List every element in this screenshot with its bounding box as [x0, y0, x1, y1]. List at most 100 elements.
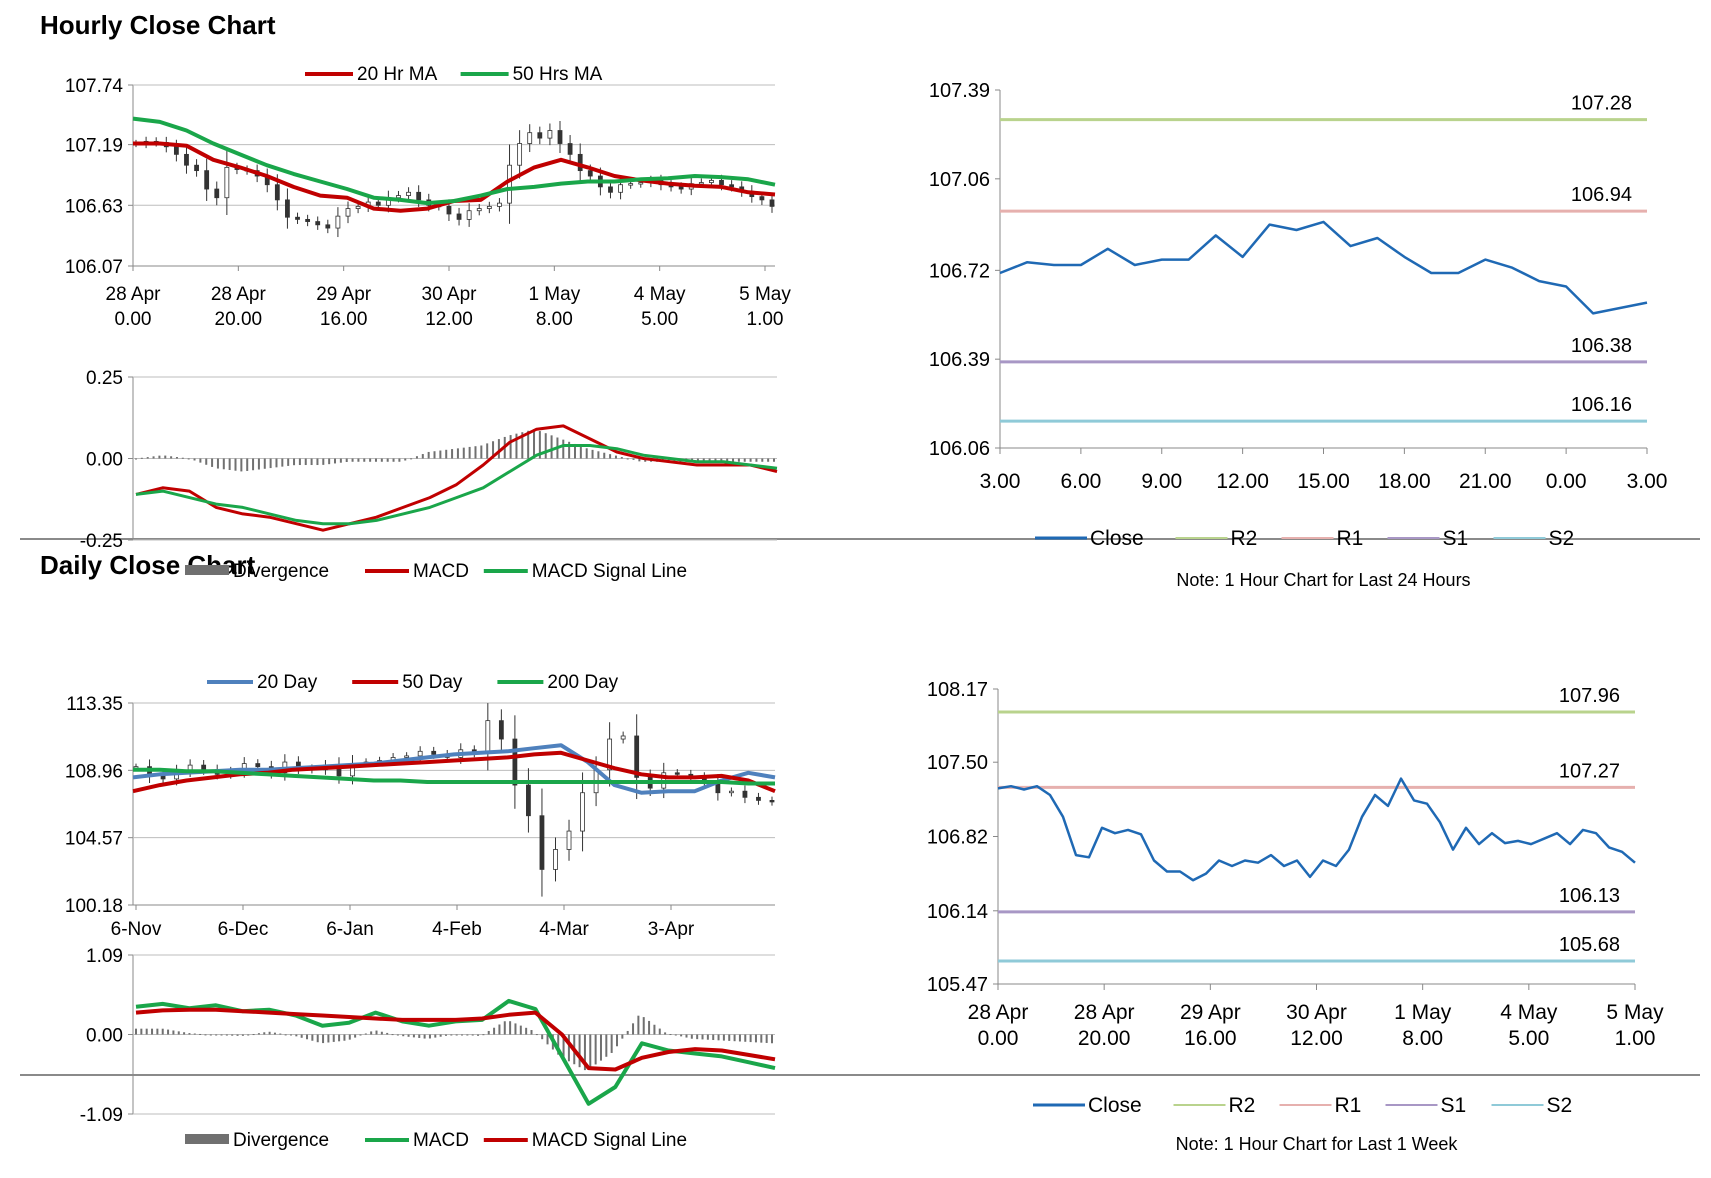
daily-price-ytick-label: 108.96	[65, 761, 123, 782]
hourly-macd-divergence-bar	[404, 458, 407, 461]
hourly-24h-note: Note: 1 Hour Chart for Last 24 Hours	[1176, 570, 1470, 590]
hourly-macd-divergence-bar	[456, 448, 459, 459]
hourly-price-ytick-label: 106.63	[65, 196, 123, 217]
hourly-24h-xtick-label: 3.00	[1627, 470, 1668, 493]
hourly-24h-xtick-label: 21.00	[1459, 470, 1512, 493]
hourly-price-candle-body	[335, 215, 341, 229]
hourly-24h-legend-label: Close	[1090, 527, 1144, 550]
daily-macd-divergence-bar	[412, 1034, 415, 1038]
hourly-24h-ytick-label: 106.39	[929, 349, 990, 371]
daily-macd-divergence-bar	[418, 1034, 421, 1038]
hourly-macd-divergence-bar	[234, 458, 237, 471]
hourly-price-candle-body	[769, 199, 775, 207]
hourly-macd-divergence-bar	[538, 431, 541, 459]
daily-macd-divergence-bar	[402, 1034, 405, 1037]
hourly-macd-divergence-bar	[603, 452, 606, 459]
daily-macd-divergence-bar	[327, 1034, 330, 1043]
hourly-macd-legend-label: Divergence	[233, 561, 329, 582]
daily-week-legend-label: S1	[1441, 1094, 1467, 1117]
hourly-24h-ytick-label: 106.72	[929, 260, 990, 282]
daily-price-xtick-label: 6-Jan	[326, 919, 374, 940]
daily-macd-divergence-bar	[509, 1021, 512, 1035]
daily-macd-legend-label: Divergence	[233, 1130, 329, 1151]
daily-week-close-line	[997, 777, 1636, 882]
hourly-price-candle-body	[204, 170, 210, 190]
daily-macd-divergence-bar	[225, 1034, 228, 1036]
daily-macd-divergence-bar	[493, 1027, 496, 1035]
hourly-price-chart: 107.74 107.19 106.63 106.07 28 Apr 0.00 28 Apr…	[65, 64, 791, 330]
hourly-macd-divergence-bar	[421, 454, 424, 459]
daily-macd-divergence-bar	[215, 1034, 218, 1036]
hourly-macd-divergence-bar	[310, 458, 313, 466]
daily-macd-divergence-bar	[653, 1024, 656, 1035]
hourly-price-legend-label: 50 Hrs MA	[513, 64, 603, 85]
hourly-macd-divergence-bar	[638, 458, 641, 462]
daily-price-legend-label: 50 Day	[402, 672, 463, 693]
hourly-macd-chart: 0.25 0.00 -0.25 Divergence MACD MACD Signal L…	[80, 368, 778, 582]
hourly-price-candle-body	[184, 153, 189, 166]
hourly-price-xtick-label: 20.00	[215, 309, 263, 330]
hourly-macd-divergence-bar	[749, 458, 752, 462]
hourly-macd-divergence-bar	[579, 446, 582, 459]
hourly-section-title: Hourly Close Chart	[40, 10, 276, 40]
daily-macd-divergence-bar	[717, 1034, 720, 1041]
hourly-24h-xtick-label: 9.00	[1141, 470, 1182, 493]
hourly-price-xtick-label: 8.00	[536, 309, 573, 330]
hourly-macd-divergence-bar	[293, 458, 296, 466]
daily-price-candle-body	[769, 799, 775, 803]
daily-macd-divergence-bar	[733, 1034, 736, 1042]
hourly-price-xtick-label: 5.00	[641, 309, 678, 330]
hourly-macd-divergence-bar	[135, 458, 137, 460]
hourly-macd-divergence-bar	[767, 458, 770, 462]
daily-macd-divergence-bar	[461, 1034, 464, 1036]
hourly-price-candle-body	[486, 205, 492, 209]
hourly-macd-divergence-bar	[720, 458, 723, 462]
hourly-macd-divergence-bar	[158, 455, 161, 459]
daily-price-candle-body	[404, 755, 410, 758]
hourly-macd-divergence-bar	[626, 458, 629, 460]
hourly-macd-divergence-bar	[515, 433, 518, 459]
hourly-24h-xtick-label: 18.00	[1378, 470, 1431, 493]
hourly-price-candle-body	[719, 179, 724, 186]
hourly-macd-divergence-bar	[732, 458, 735, 462]
daily-macd-divergence-bar	[306, 1034, 309, 1040]
daily-macd-divergence-bar	[338, 1034, 341, 1042]
daily-macd-divergence-bar	[503, 1021, 506, 1035]
hourly-price-candle-body	[194, 164, 199, 172]
hourly-price-candle-body	[476, 208, 482, 212]
hourly-price-ytick-label: 107.19	[65, 136, 123, 157]
daily-macd-divergence-bar	[535, 1034, 538, 1036]
daily-macd-divergence-bar	[151, 1028, 154, 1035]
hourly-24h-level-label-r2: 107.28	[1571, 93, 1632, 115]
hourly-price-candle-body	[214, 188, 220, 199]
hourly-price-xtick-label: 28 Apr	[106, 284, 162, 305]
daily-macd-divergence-bar	[557, 1034, 560, 1055]
daily-macd-divergence-bar	[514, 1023, 517, 1035]
hourly-macd-divergence-bar	[714, 458, 717, 462]
hourly-macd-divergence-bar	[222, 458, 225, 470]
daily-macd-divergence-bar	[263, 1032, 266, 1035]
daily-week-level-label-r2: 107.96	[1559, 685, 1620, 707]
hourly-macd-divergence-bar	[445, 449, 448, 459]
daily-price-candle-body	[160, 775, 166, 780]
hourly-24h-xtick-label: 0.00	[1546, 470, 1587, 493]
hourly-price-candle-body	[375, 201, 381, 206]
hourly-24h-legend-label: R2	[1231, 527, 1258, 550]
hourly-macd-divergence-bar	[568, 441, 571, 459]
daily-week-ytick-label: 105.47	[927, 974, 988, 996]
daily-macd-divergence-bar	[161, 1028, 164, 1035]
hourly-24h-close-line	[999, 220, 1648, 315]
hourly-macd-divergence-bar	[620, 457, 623, 459]
hourly-macd-divergence-bar	[345, 458, 348, 462]
daily-price-legend-label: 200 Day	[547, 672, 618, 693]
daily-macd-divergence-bar	[204, 1034, 207, 1036]
hourly-macd-divergence-bar	[480, 445, 483, 459]
daily-price-chart: 113.35 108.96 104.57 100.186-Nov 6-Dec 6-Jan 4…	[65, 672, 776, 940]
daily-week-xtick-label: 5.00	[1508, 1027, 1549, 1050]
daily-week-legend-label: R1	[1335, 1094, 1362, 1117]
hourly-price-candle-body	[456, 213, 462, 220]
daily-week-xtick-label: 28 Apr	[1074, 1001, 1135, 1024]
daily-macd-divergence-bar	[674, 1034, 677, 1036]
daily-price-candle-body	[729, 790, 734, 794]
